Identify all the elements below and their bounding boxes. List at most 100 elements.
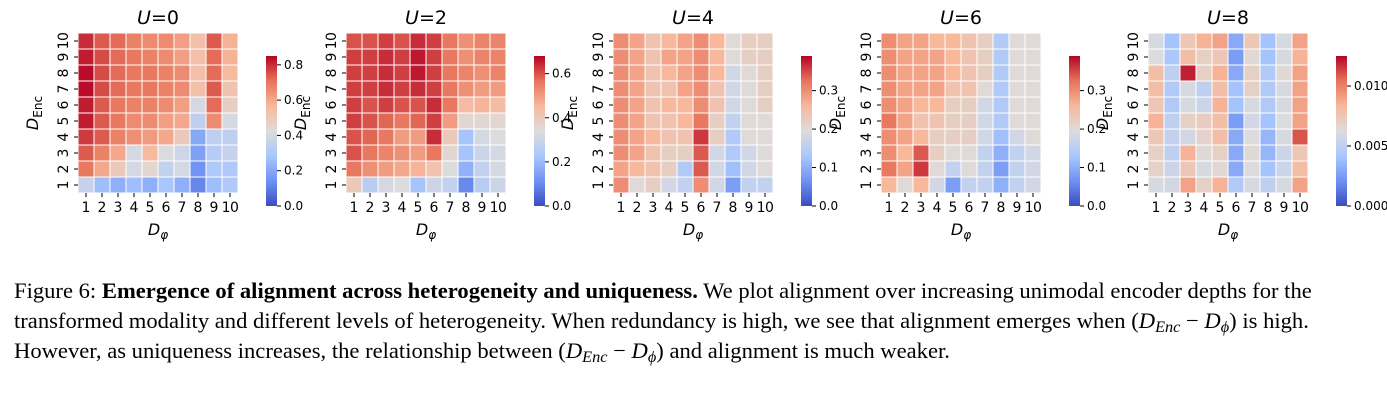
heatmap-cell: [473, 160, 491, 178]
x-tick-label: 3: [114, 200, 123, 216]
x-tick-label: 9: [1013, 200, 1022, 216]
heatmap-cell: [1243, 32, 1261, 50]
heatmap-cell: [457, 96, 475, 114]
heatmap-cell: [896, 48, 914, 66]
heatmap-cell: [93, 144, 111, 162]
heatmap-cell: [377, 176, 395, 194]
heatmap-cell: [393, 64, 411, 82]
heatmap-cell: [976, 128, 994, 146]
heatmap-cell: [393, 96, 411, 114]
heatmap-cell: [756, 176, 774, 194]
heatmap-cell: [708, 32, 726, 50]
heatmap-cell: [173, 32, 191, 50]
heatmap-cell: [425, 144, 443, 162]
heatmap-cell: [1195, 112, 1213, 130]
heatmap-cell: [109, 80, 127, 98]
heatmap-cell: [125, 112, 143, 130]
figure: U=01 2 3 4 5 6 7 8 9 10Dφ12345678910DEnc0.00.20.4…: [23, 7, 1387, 242]
heatmap-cell: [628, 32, 646, 50]
y-tick-label: 8: [591, 69, 607, 78]
y-tick-label: 1: [1126, 181, 1142, 190]
heatmap-cell: [1211, 96, 1229, 114]
caption-math-1: DEnc − Dϕ: [1138, 308, 1230, 337]
heatmap-cell: [756, 128, 774, 146]
heatmap-cell: [125, 96, 143, 114]
heatmap-cell: [644, 32, 662, 50]
y-tick-label: 2: [859, 165, 875, 174]
colorbar-tick-label: 0.2: [1087, 122, 1106, 136]
heatmap-cell: [361, 128, 379, 146]
heatmap-cell: [221, 64, 239, 82]
heatmap-cell: [441, 80, 459, 98]
heatmap-cell: [1147, 96, 1165, 114]
heatmap-cell: [1211, 128, 1229, 146]
x-tick-label: 7: [981, 200, 990, 216]
heatmap-cell: [109, 144, 127, 162]
heatmap-cell: [1291, 48, 1309, 66]
heatmap-cell: [1179, 160, 1197, 178]
y-tick-label: 9: [591, 53, 607, 62]
heatmap-cell: [1163, 160, 1181, 178]
x-tick-label: 2: [98, 200, 107, 216]
heatmap-cell: [724, 96, 742, 114]
colorbar-tick-label: 0.0: [552, 199, 571, 213]
heatmap-cell: [457, 64, 475, 82]
heatmap-cell: [377, 96, 395, 114]
y-tick-label: 9: [1126, 53, 1142, 62]
heatmap-cell: [441, 64, 459, 82]
heatmap-cell: [740, 144, 758, 162]
heatmap-cell: [125, 176, 143, 194]
heatmap-cell: [1195, 144, 1213, 162]
heatmap-cell: [612, 32, 630, 50]
heatmap-cell: [1211, 64, 1229, 82]
heatmap-cell: [740, 128, 758, 146]
heatmap-cell: [976, 64, 994, 82]
heatmap-cell: [189, 160, 207, 178]
y-tick-label: 5: [591, 117, 607, 126]
heatmap-cell: [1008, 64, 1026, 82]
x-tick-label: 1: [1152, 200, 1161, 216]
colorbar-tick-label: 0.2: [284, 164, 303, 178]
colorbar-tick-label: 0.000: [1354, 199, 1387, 213]
x-tick-label: 6: [965, 200, 974, 216]
heatmap-cell: [880, 128, 898, 146]
heatmap-cell: [992, 48, 1010, 66]
heatmap-cell: [1179, 96, 1197, 114]
heatmap-cell: [1243, 176, 1261, 194]
heatmap-cell: [93, 128, 111, 146]
y-tick-label: 10: [859, 33, 875, 50]
heatmap-cell: [992, 176, 1010, 194]
y-tick-label: 4: [324, 132, 340, 141]
heatmap-cell: [473, 80, 491, 98]
heatmap-cell: [740, 80, 758, 98]
heatmap-cell: [1024, 176, 1042, 194]
heatmap-cell: [205, 176, 223, 194]
heatmap-cell: [676, 48, 694, 66]
heatmap-cell: [976, 32, 994, 50]
heatmap-cell: [1163, 144, 1181, 162]
heatmap-cell: [660, 32, 678, 50]
y-axis-label: DEnc: [558, 96, 580, 130]
heatmap-cell: [457, 32, 475, 50]
heatmap-cell: [612, 96, 630, 114]
caption-label: Figure 6:: [14, 278, 97, 303]
heatmap-cell: [756, 96, 774, 114]
heatmap-cell: [756, 80, 774, 98]
heatmap-cell: [189, 32, 207, 50]
y-tick-label: 1: [859, 181, 875, 190]
y-axis-label: DEnc: [826, 96, 848, 130]
y-axis-label: DEnc: [291, 96, 313, 130]
x-axis-label: Dφ: [1218, 220, 1238, 242]
heatmap-cell: [1227, 176, 1245, 194]
heatmap-cell: [896, 32, 914, 50]
y-tick-label: 1: [591, 181, 607, 190]
heatmap-cell: [361, 176, 379, 194]
heatmap-cell: [125, 144, 143, 162]
heatmap-cell: [1259, 48, 1277, 66]
heatmap-cell: [724, 112, 742, 130]
heatmap-cell: [976, 80, 994, 98]
x-tick-label: 4: [665, 200, 674, 216]
heatmap-cell: [660, 112, 678, 130]
heatmap-cell: [1243, 112, 1261, 130]
heatmap-cell: [912, 112, 930, 130]
